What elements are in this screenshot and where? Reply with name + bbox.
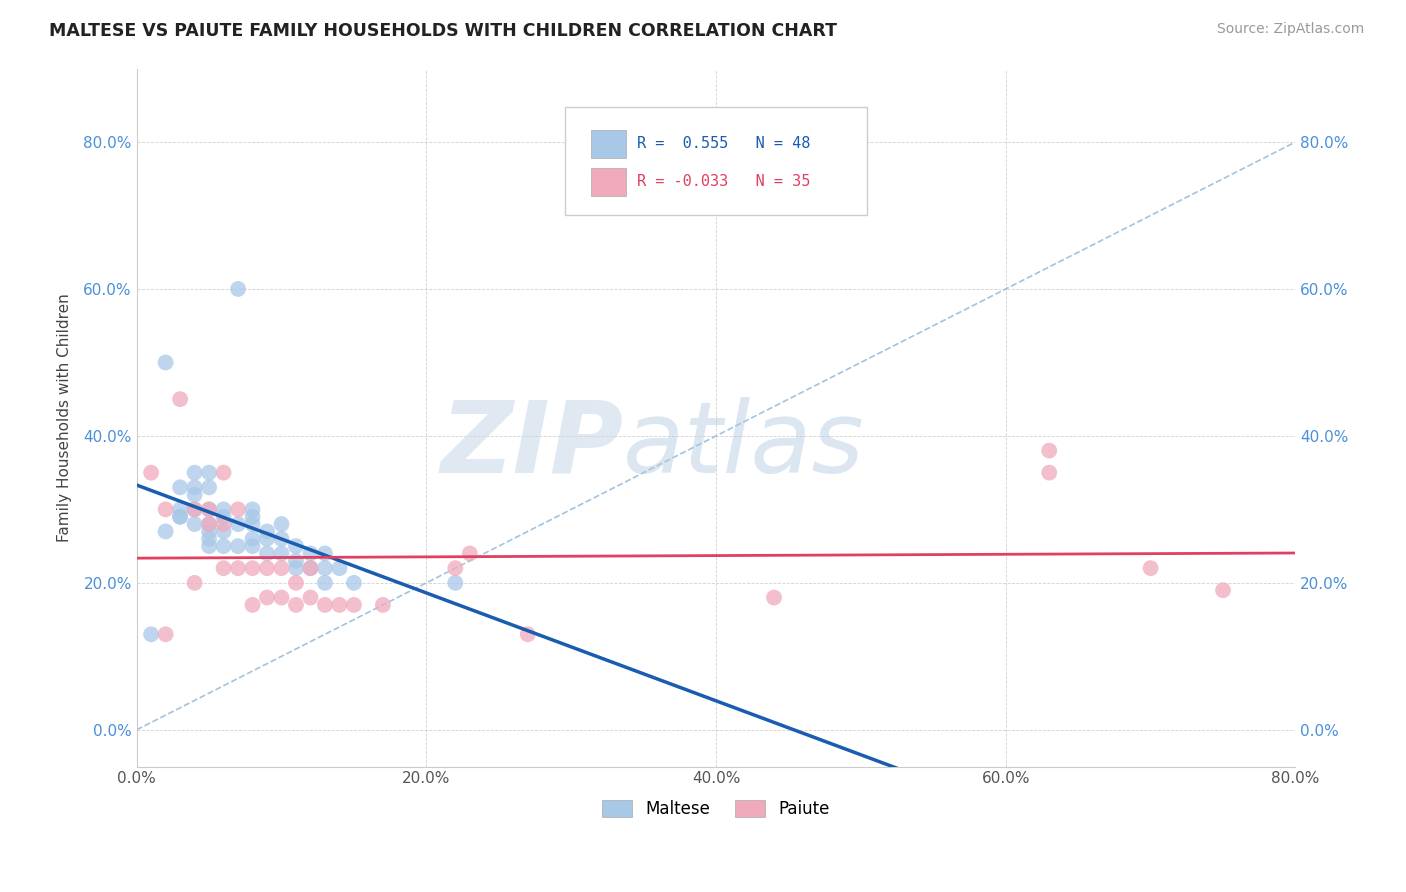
Point [242, 598, 264, 612]
Point [198, 502, 221, 516]
Point [198, 480, 221, 494]
Point [226, 561, 249, 575]
Point [343, 575, 366, 590]
Point [226, 282, 249, 296]
FancyBboxPatch shape [565, 107, 866, 215]
Point [226, 539, 249, 553]
Point [242, 509, 264, 524]
Point [458, 546, 481, 560]
Point [314, 546, 336, 560]
Point [762, 591, 785, 605]
Point [198, 466, 221, 480]
Point [270, 546, 292, 560]
Point [139, 466, 162, 480]
Point [183, 575, 205, 590]
Point [270, 532, 292, 546]
FancyBboxPatch shape [591, 130, 626, 158]
Point [198, 532, 221, 546]
Point [1038, 443, 1060, 458]
Point [371, 598, 394, 612]
Point [169, 392, 191, 407]
Point [299, 561, 322, 575]
Point [169, 509, 191, 524]
Text: atlas: atlas [623, 397, 865, 494]
Point [444, 561, 467, 575]
Point [256, 561, 278, 575]
Point [270, 591, 292, 605]
Point [169, 480, 191, 494]
Point [299, 546, 322, 560]
Text: R = -0.033   N = 35: R = -0.033 N = 35 [637, 174, 811, 189]
Point [155, 502, 177, 516]
FancyBboxPatch shape [591, 168, 626, 195]
Point [226, 517, 249, 532]
Point [155, 524, 177, 539]
Point [516, 627, 538, 641]
Point [212, 517, 235, 532]
Point [183, 517, 205, 532]
Point [1212, 583, 1234, 598]
Point [242, 532, 264, 546]
Point [242, 502, 264, 516]
Point [256, 532, 278, 546]
Point [314, 575, 336, 590]
Point [198, 502, 221, 516]
Point [198, 539, 221, 553]
Text: MALTESE VS PAIUTE FAMILY HOUSEHOLDS WITH CHILDREN CORRELATION CHART: MALTESE VS PAIUTE FAMILY HOUSEHOLDS WITH… [49, 22, 837, 40]
Point [285, 575, 308, 590]
Y-axis label: Family Households with Children: Family Households with Children [58, 293, 72, 542]
Point [256, 591, 278, 605]
Point [242, 539, 264, 553]
Point [198, 524, 221, 539]
Point [285, 539, 308, 553]
Point [1139, 561, 1161, 575]
Point [183, 466, 205, 480]
Point [183, 502, 205, 516]
Point [242, 561, 264, 575]
Point [299, 561, 322, 575]
Point [242, 517, 264, 532]
Point [226, 502, 249, 516]
Point [212, 509, 235, 524]
Point [270, 561, 292, 575]
Point [212, 561, 235, 575]
Text: ZIP: ZIP [440, 397, 623, 494]
Point [183, 480, 205, 494]
Point [256, 546, 278, 560]
Point [169, 509, 191, 524]
Point [285, 561, 308, 575]
Point [256, 524, 278, 539]
Point [155, 627, 177, 641]
Point [198, 517, 221, 532]
Point [155, 355, 177, 369]
Point [183, 502, 205, 516]
Point [212, 502, 235, 516]
Point [169, 502, 191, 516]
Point [212, 466, 235, 480]
Text: Source: ZipAtlas.com: Source: ZipAtlas.com [1216, 22, 1364, 37]
Point [285, 598, 308, 612]
Point [328, 598, 350, 612]
Point [299, 591, 322, 605]
Point [270, 517, 292, 532]
Point [314, 598, 336, 612]
Point [198, 517, 221, 532]
Point [212, 539, 235, 553]
Point [139, 627, 162, 641]
Point [1038, 466, 1060, 480]
Point [212, 524, 235, 539]
Point [343, 598, 366, 612]
Point [328, 561, 350, 575]
Text: R =  0.555   N = 48: R = 0.555 N = 48 [637, 136, 811, 152]
Point [444, 575, 467, 590]
Point [285, 554, 308, 568]
Legend: Maltese, Paiute: Maltese, Paiute [595, 793, 837, 824]
Point [183, 488, 205, 502]
Point [314, 561, 336, 575]
